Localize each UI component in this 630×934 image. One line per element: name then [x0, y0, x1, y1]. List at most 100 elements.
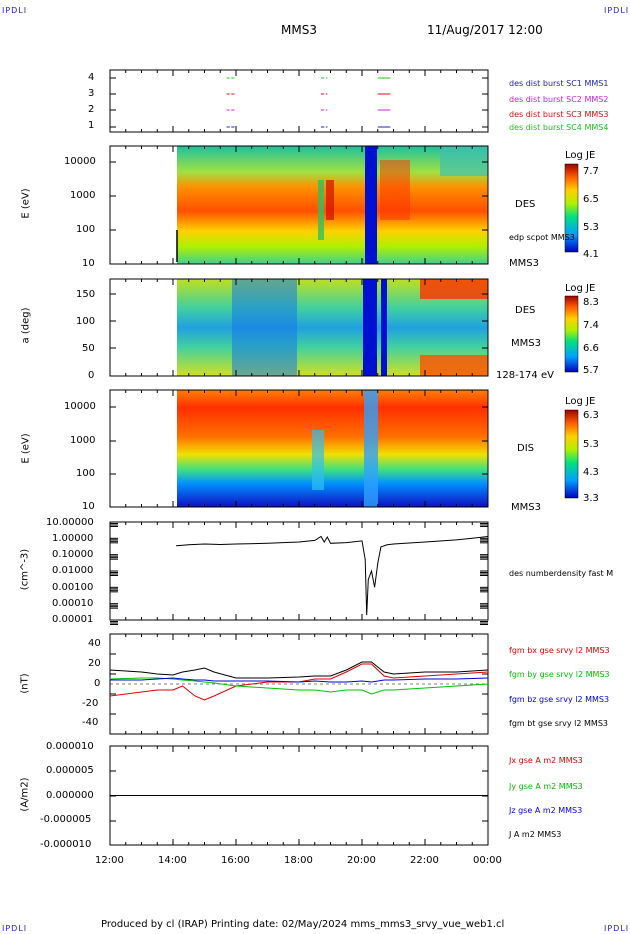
burst-marks: [226, 77, 391, 128]
current-ytick-2: 0.000000: [46, 790, 94, 801]
des-energy-tail: [440, 146, 488, 176]
corner-tag-bottom-right: IPDLI: [604, 924, 630, 933]
burst-legend-sc2: des dist burst SC2 MMS2: [509, 95, 609, 104]
by-line: [109, 677, 489, 695]
colorbar-dis-energy-tick-3: 3.3: [583, 493, 599, 504]
colorbar-des-energy-tick-1: 6.5: [583, 194, 599, 205]
colorbar-des-pitch: [564, 295, 579, 373]
bfield-panel: [109, 633, 489, 735]
xtick-6: 00:00: [473, 855, 502, 866]
colorbar-des-pitch-tick-2: 6.6: [583, 343, 599, 354]
des-pitch-ytick-150: 150: [76, 289, 96, 300]
xtick-3: 18:00: [284, 855, 313, 866]
xtick-1: 14:00: [158, 855, 187, 866]
des-pitch-blue-block: [232, 279, 297, 376]
density-ytick-4: 0.00100: [52, 582, 94, 593]
x-axis-ticks: [109, 70, 489, 845]
bfield-ylabel: (nT): [19, 673, 31, 694]
page-title: MMS3: [281, 23, 317, 37]
density-panel: [109, 521, 489, 625]
bfield-legend-by: fgm by gse srvy l2 MMS3: [509, 670, 610, 679]
density-ytick-3: 0.01000: [52, 565, 94, 576]
bfield-ytick-m20: -20: [82, 698, 99, 709]
current-legend-jz: Jz gse A m2 MMS3: [509, 806, 583, 815]
dis-energy-ytick-1000: 1000: [70, 435, 96, 446]
xtick-4: 20:00: [347, 855, 376, 866]
bfield-lines: [109, 661, 489, 701]
dis-energy-dip: [312, 430, 324, 490]
des-energy-hot-band-b: [380, 160, 410, 220]
des-energy-spacecraft: MMS3: [509, 258, 539, 269]
colorbar-des-energy-title: Log JE: [565, 150, 596, 161]
density-ytick-6: 0.00001: [52, 614, 94, 625]
des-pitch-ytick-100: 100: [76, 316, 96, 327]
density-ytick-1: 1.00000: [52, 533, 94, 544]
colorbar-des-pitch-tick-0: 8.3: [583, 297, 599, 308]
des-pitch-dropout: [363, 279, 377, 376]
corner-tag-bottom-left: IPDLI: [2, 924, 28, 933]
bfield-ytick-40: 40: [88, 638, 101, 649]
des-energy-ytick-10: 10: [82, 258, 95, 269]
des-pitch-ytick-0: 0: [88, 370, 95, 381]
des-energy-panel: [109, 145, 489, 265]
density-frame: [109, 521, 489, 621]
burst-ytick-2: 2: [88, 104, 95, 115]
corner-tag-top-right: IPDLI: [604, 6, 630, 15]
colorbar-des-pitch-tick-1: 7.4: [583, 320, 599, 331]
bt-line: [109, 661, 489, 679]
des-pitch-ylabel: a (deg): [20, 307, 32, 344]
current-ytick-1: 0.000005: [46, 765, 94, 776]
dis-energy-ylabel: E (eV): [20, 433, 32, 464]
burst-legend-sc1: des dist burst SC1 MMS1: [509, 79, 609, 88]
colorbar-des-pitch-tick-3: 5.7: [583, 365, 599, 376]
current-legend-j: J A m2 MMS3: [509, 830, 562, 839]
dis-energy-ytick-10: 10: [82, 501, 95, 512]
dis-energy-instrument: DIS: [517, 443, 534, 454]
dis-energy-data-region: [177, 390, 488, 507]
des-pitch-energy-range: 128-174 eV: [496, 370, 554, 381]
des-pitch-panel: [109, 278, 489, 377]
current-legend-jy: Jy gse A m2 MMS3: [509, 782, 583, 791]
des-pitch-red-bottom: [420, 355, 488, 376]
current-panel: [109, 745, 489, 846]
colorbar-des-energy: [564, 163, 579, 253]
des-energy-ylabel: E (eV): [20, 188, 32, 219]
colorbar-des-pitch-title: Log JE: [565, 283, 596, 294]
des-pitch-red-top: [420, 279, 488, 299]
bz-line: [110, 677, 489, 683]
bfield-legend-bx: fgm bx gse srvy l2 MMS3: [509, 646, 610, 655]
des-energy-ytick-1000: 1000: [70, 190, 96, 201]
colorbar-des-energy-tick-3: 4.1: [583, 249, 599, 260]
des-energy-hot-band: [326, 180, 334, 220]
burst-panel: [109, 69, 489, 133]
des-pitch-dropout-b: [381, 279, 387, 376]
bfield-legend-bz: fgm bz gse srvy l2 MMS3: [509, 695, 610, 704]
density-ytick-0: 10.00000: [46, 517, 94, 528]
y-axis-ticks: [110, 77, 488, 846]
burst-panel-frame: [109, 69, 489, 133]
density-series-label: des numberdensity fast M: [509, 569, 614, 578]
footer-credit: Produced by cl (IRAP) Printing date: 02/…: [101, 919, 505, 930]
density-ylabel: (cm^-3): [19, 548, 31, 591]
des-pitch-spacecraft: MMS3: [511, 338, 541, 349]
bfield-ytick-m40: -40: [82, 717, 99, 728]
colorbar-des-energy-tick-2: 5.3: [583, 222, 599, 233]
dis-energy-panel: [109, 389, 489, 508]
des-energy-ytick-10000: 10000: [64, 156, 96, 167]
colorbar-dis-energy-title: Log JE: [565, 396, 596, 407]
density-minor-ticks: [110, 521, 488, 625]
colorbar-des-energy-tick-0: 7.7: [583, 166, 599, 177]
density-ytick-2: 0.10000: [52, 549, 94, 560]
burst-ytick-3: 3: [88, 88, 95, 99]
xtick-2: 16:00: [221, 855, 250, 866]
bfield-ytick-0: 0: [94, 678, 101, 689]
burst-legend-sc4: des dist burst SC4 MMS4: [509, 123, 609, 132]
colorbar-dis-energy-tick-2: 4.3: [583, 467, 599, 478]
des-energy-dropout: [365, 146, 377, 264]
dis-energy-spacecraft: MMS3: [511, 502, 541, 513]
current-ytick-0: 0.000010: [46, 741, 94, 752]
des-pitch-ytick-50: 50: [82, 343, 95, 354]
density-ytick-5: 0.00010: [52, 598, 94, 609]
corner-tag-top-left: IPDLI: [2, 6, 28, 15]
